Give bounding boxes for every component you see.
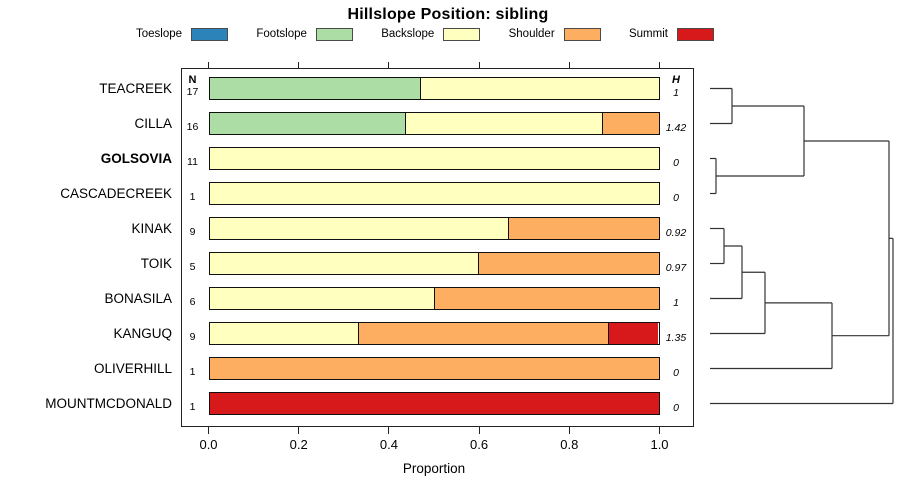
n-value-kanguq: 9 [189, 330, 196, 343]
bar-segment-summit [209, 392, 659, 415]
legend-item-shoulder: Shoulder [508, 27, 601, 41]
bar-cilla [208, 111, 660, 136]
legend-label: Summit [628, 28, 668, 40]
n-value-cilla: 16 [186, 120, 199, 133]
n-value-toik: 5 [189, 260, 196, 273]
x-tick-top [298, 61, 300, 68]
row-label-teacreek: TEACREEK [99, 80, 172, 96]
x-tick-label: 0.0 [199, 437, 218, 452]
bar-segment-backslope [420, 77, 659, 100]
x-tick-bottom [478, 427, 480, 434]
n-value-teacreek: 17 [186, 85, 199, 98]
h-value-cilla: 1.42 [665, 121, 687, 134]
legend-swatch-toeslope [191, 27, 229, 41]
h-value-teacreek: 1 [673, 86, 679, 99]
n-value-oliverhill: 1 [189, 365, 196, 378]
legend-swatch-shoulder [563, 27, 601, 41]
x-tick-bottom [298, 427, 300, 434]
n-column-header: N [188, 74, 197, 86]
bar-segment-shoulder [433, 287, 659, 310]
x-tick-label: 0.6 [470, 437, 489, 452]
legend-swatch-backslope [443, 27, 481, 41]
x-tick-bottom [207, 427, 210, 434]
bar-segment-footslope [209, 112, 406, 135]
row-label-cascadecreek: CASCADECREEK [60, 185, 172, 201]
bar-mountmcdonald [208, 391, 660, 416]
bar-segment-backslope [209, 217, 509, 240]
legend-swatch-footslope [315, 27, 353, 41]
bar-segment-shoulder [508, 217, 659, 240]
bar-kanguq [208, 321, 660, 346]
n-value-cascadecreek: 1 [189, 190, 196, 203]
legend-item-toeslope: Toeslope [136, 27, 229, 41]
bar-segment-shoulder [478, 252, 659, 275]
n-value-golsovia: 11 [187, 155, 198, 168]
x-axis-title: Proportion [402, 461, 466, 476]
bar-segment-backslope [209, 182, 659, 205]
row-label-cilla: CILLA [134, 115, 172, 131]
bar-segment-shoulder [209, 357, 659, 380]
x-tick-top [658, 61, 661, 68]
h-value-mountmcdonald: 0 [673, 401, 679, 414]
row-label-oliverhill: OLIVERHILL [93, 360, 172, 376]
n-value-mountmcdonald: 1 [189, 400, 196, 413]
bar-segment-backslope [209, 252, 479, 275]
legend-label: Toeslope [136, 28, 183, 40]
x-tick-label: 1.0 [650, 437, 669, 452]
h-value-toik: 0.97 [665, 261, 687, 274]
legend-swatch-summit [676, 27, 714, 41]
n-value-bonasila: 6 [189, 295, 196, 308]
h-value-kanguq: 1.35 [665, 331, 687, 344]
row-label-mountmcdonald: MOUNTMCDONALD [45, 395, 172, 411]
bar-oliverhill [208, 356, 660, 381]
bar-bonasila [208, 286, 660, 311]
x-tick-label: 0.4 [379, 437, 398, 452]
row-label-kanguq: KANGUQ [113, 325, 172, 341]
h-column-header: H [672, 74, 680, 86]
bar-segment-backslope [405, 112, 602, 135]
row-label-bonasila: BONASILA [104, 290, 172, 306]
bar-kinak [208, 216, 660, 241]
bar-toik [208, 251, 660, 276]
bar-segment-backslope [209, 287, 434, 310]
bar-cascadecreek [208, 181, 660, 206]
legend-label: Backslope [381, 28, 435, 40]
legend: Toeslope Footslope Backslope Shoulder Summit [136, 26, 714, 42]
x-tick-top [478, 61, 480, 68]
x-tick-top [207, 61, 210, 68]
x-tick-label: 0.2 [289, 437, 308, 452]
bar-golsovia [208, 146, 660, 171]
x-tick-top [568, 61, 570, 68]
legend-label: Footslope [256, 28, 307, 40]
legend-label: Shoulder [508, 28, 555, 40]
bar-teacreek [208, 76, 660, 101]
bar-segment-backslope [209, 322, 359, 345]
legend-item-summit: Summit [628, 27, 714, 41]
bar-segment-backslope [209, 147, 659, 170]
bar-segment-summit [607, 322, 659, 345]
bar-segment-shoulder [601, 112, 659, 135]
bar-segment-footslope [209, 77, 421, 100]
h-value-golsovia: 0 [673, 156, 679, 169]
h-value-kinak: 0.92 [665, 226, 687, 239]
x-tick-top [388, 61, 390, 68]
row-label-toik: TOIK [140, 255, 172, 271]
h-value-cascadecreek: 0 [673, 191, 679, 204]
legend-item-backslope: Backslope [381, 27, 481, 41]
x-tick-label: 0.8 [560, 437, 579, 452]
x-tick-bottom [568, 427, 570, 434]
x-tick-bottom [388, 427, 390, 434]
h-value-bonasila: 1 [673, 296, 679, 309]
h-value-oliverhill: 0 [673, 366, 679, 379]
x-tick-bottom [658, 427, 661, 434]
legend-item-footslope: Footslope [256, 27, 353, 41]
chart-title: Hillslope Position: sibling [347, 6, 549, 23]
row-label-golsovia: GOLSOVIA [100, 150, 172, 166]
n-value-kinak: 9 [189, 225, 196, 238]
row-label-kinak: KINAK [131, 220, 172, 236]
bar-segment-shoulder [358, 322, 608, 345]
